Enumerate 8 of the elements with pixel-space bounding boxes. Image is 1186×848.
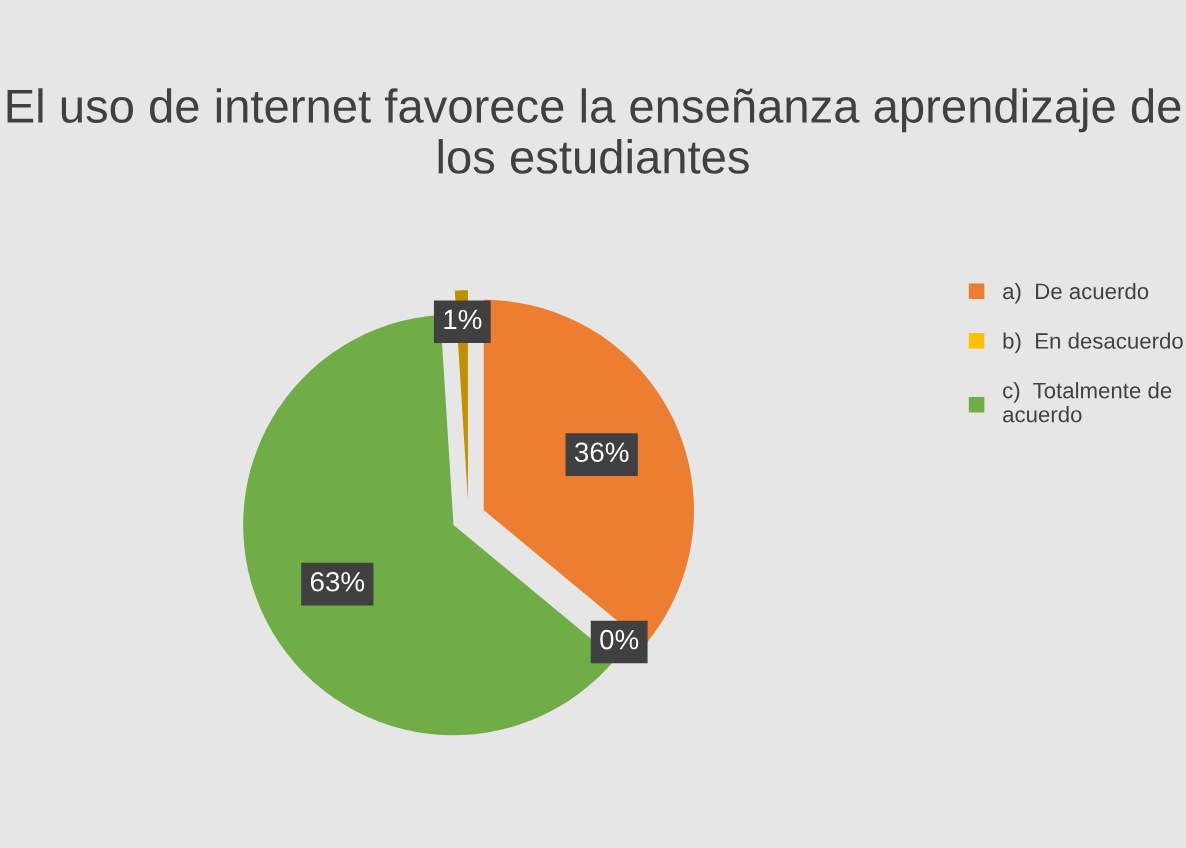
text: 0% — [600, 629, 639, 650]
chart-title: El uso de internet favorece la enseñanza aprendizaje de los estudiantes — [7, 88, 1181, 174]
legend-label: b) En desacuerdo — [1003, 332, 1183, 354]
data-label: 1% — [444, 309, 482, 330]
data-label: 63% — [310, 571, 365, 592]
data-label: 36% — [574, 442, 629, 463]
legend-label: a) De acuerdo — [1003, 282, 1149, 304]
legend-label: c) Totalmente de acuerdo — [1003, 382, 1172, 423]
